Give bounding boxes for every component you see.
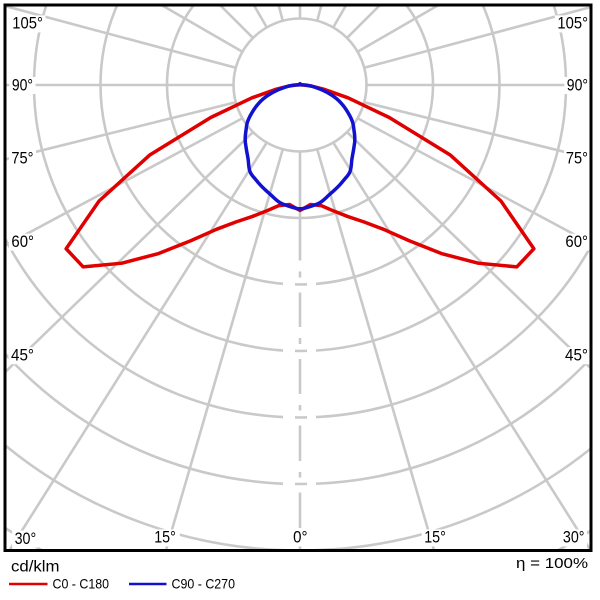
svg-text:45°: 45° <box>565 346 588 365</box>
svg-text:60°: 60° <box>11 232 34 251</box>
svg-text:30°: 30° <box>563 528 585 547</box>
svg-text:30°: 30° <box>15 529 37 548</box>
svg-text:90°: 90° <box>12 75 33 94</box>
svg-text:15°: 15° <box>424 528 446 547</box>
svg-text:45°: 45° <box>11 346 34 365</box>
svg-text:15°: 15° <box>154 528 176 547</box>
svg-text:0°: 0° <box>293 528 307 547</box>
svg-text:60°: 60° <box>565 232 588 251</box>
svg-text:75°: 75° <box>566 149 588 168</box>
svg-text:105°: 105° <box>12 14 43 33</box>
svg-text:C90 - C270: C90 - C270 <box>172 576 236 592</box>
svg-text:η = 100%: η = 100% <box>516 555 588 572</box>
svg-text:C0 - C180: C0 - C180 <box>53 576 110 592</box>
svg-text:75°: 75° <box>11 149 33 168</box>
svg-text:105°: 105° <box>557 14 588 33</box>
svg-text:cd/klm: cd/klm <box>11 559 60 576</box>
svg-text:90°: 90° <box>567 75 588 94</box>
